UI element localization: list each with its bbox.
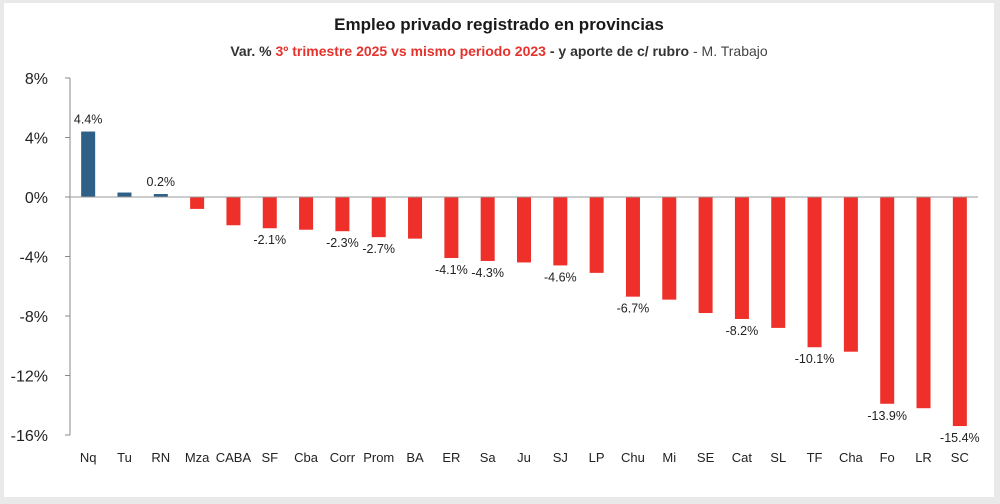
y-tick-label: 4% bbox=[25, 131, 48, 148]
data-label: -8.2% bbox=[726, 324, 759, 338]
category-label: SF bbox=[261, 450, 278, 465]
bar-tf bbox=[807, 197, 822, 348]
category-labels: Nq Tu RN Mza CABA SF Cba Corr Prom BA ER Sa Ju SJ LP Ch… bbox=[80, 450, 969, 465]
bar-lp bbox=[589, 197, 604, 273]
category-label: SJ bbox=[553, 450, 568, 465]
data-label: -15.4% bbox=[940, 431, 980, 445]
category-label: SE bbox=[697, 450, 715, 465]
y-tick-label: -16% bbox=[11, 428, 48, 445]
subtitle-middle: - y aporte de c/ rubro bbox=[545, 43, 690, 59]
bar-caba bbox=[226, 197, 241, 226]
axes bbox=[65, 77, 978, 436]
bar-sf bbox=[262, 197, 277, 229]
category-label: Corr bbox=[330, 450, 356, 465]
y-axis-labels: 8% 4% 0% -4% -8% -12% -16% bbox=[11, 71, 48, 445]
y-tick-label: 8% bbox=[25, 71, 48, 88]
bar-fo bbox=[880, 197, 895, 404]
category-label: Prom bbox=[363, 450, 394, 465]
y-tick-label: 0% bbox=[25, 190, 48, 207]
category-label: ER bbox=[442, 450, 460, 465]
y-tick-label: -12% bbox=[11, 369, 48, 386]
bars bbox=[81, 131, 967, 427]
bar-cha bbox=[843, 197, 858, 352]
category-label: CABA bbox=[216, 450, 252, 465]
subtitle-period: 3º trimestre 2025 vs mismo periodo 2023 bbox=[275, 43, 546, 59]
category-label: Mza bbox=[185, 450, 210, 465]
category-label: RN bbox=[151, 450, 170, 465]
bar-tu bbox=[117, 192, 132, 197]
data-label: -4.6% bbox=[544, 270, 577, 284]
bar-sa bbox=[480, 197, 495, 261]
category-label: BA bbox=[406, 450, 424, 465]
data-label: -10.1% bbox=[795, 352, 835, 366]
bar-prom bbox=[371, 197, 386, 238]
category-label: Tu bbox=[117, 450, 132, 465]
bar-mza bbox=[190, 197, 205, 209]
bar-sl bbox=[771, 197, 786, 328]
bar-mi bbox=[662, 197, 677, 300]
bar-sc bbox=[952, 197, 967, 427]
chart-subtitle: Var. % 3º trimestre 2025 vs mismo period… bbox=[4, 43, 994, 59]
category-label: SL bbox=[770, 450, 786, 465]
data-label: -2.1% bbox=[253, 233, 286, 247]
bar-er bbox=[444, 197, 459, 258]
bar-ba bbox=[408, 197, 423, 239]
data-label: 4.4% bbox=[74, 113, 103, 127]
category-label: LR bbox=[915, 450, 932, 465]
data-label: -2.3% bbox=[326, 236, 359, 250]
subtitle-source: - M. Trabajo bbox=[689, 43, 768, 59]
data-label: 0.2% bbox=[147, 175, 176, 189]
chart-card: Empleo privado registrado en provincias … bbox=[4, 3, 994, 497]
category-label: LP bbox=[589, 450, 605, 465]
data-label: -4.3% bbox=[471, 266, 504, 280]
bar-corr bbox=[335, 197, 350, 232]
data-labels: 4.4% 0.2% -2.1% -2.3% -2.7% -4.1% -4.3% -4.6% -6… bbox=[74, 113, 980, 446]
category-label: Chu bbox=[621, 450, 645, 465]
data-label: -13.9% bbox=[867, 409, 907, 423]
chart-title: Empleo privado registrado en provincias bbox=[334, 15, 664, 34]
bar-rn bbox=[153, 194, 168, 197]
data-label: -6.7% bbox=[617, 302, 650, 316]
y-tick-label: -8% bbox=[20, 309, 48, 326]
category-label: Fo bbox=[880, 450, 895, 465]
bar-sj bbox=[553, 197, 568, 266]
bar-ju bbox=[517, 197, 531, 263]
category-label: Sa bbox=[480, 450, 497, 465]
category-label: Ju bbox=[517, 450, 531, 465]
bar-cat bbox=[734, 197, 749, 319]
bar-cba bbox=[299, 197, 314, 230]
bar-lr bbox=[916, 197, 931, 409]
y-tick-label: -4% bbox=[20, 250, 48, 267]
category-label: Mi bbox=[662, 450, 676, 465]
data-label: -4.1% bbox=[435, 263, 468, 277]
category-label: SC bbox=[951, 450, 969, 465]
category-label: Cba bbox=[294, 450, 319, 465]
category-label: TF bbox=[807, 450, 823, 465]
bar-nq bbox=[81, 131, 96, 197]
category-label: Cha bbox=[839, 450, 864, 465]
category-label: Nq bbox=[80, 450, 97, 465]
category-label: Cat bbox=[732, 450, 753, 465]
bar-chu bbox=[625, 197, 640, 297]
bar-se bbox=[698, 197, 713, 314]
data-label: -2.7% bbox=[362, 242, 395, 256]
subtitle-prefix: Var. % bbox=[230, 43, 276, 59]
